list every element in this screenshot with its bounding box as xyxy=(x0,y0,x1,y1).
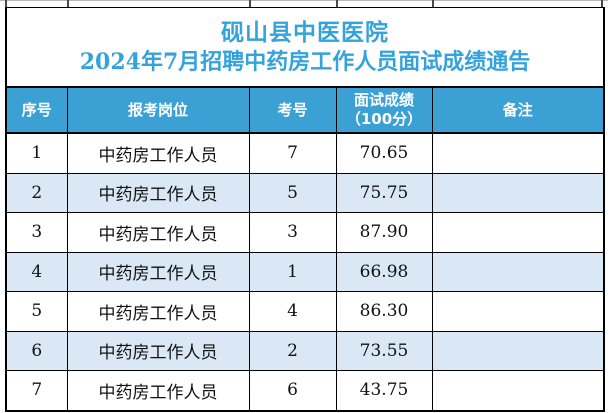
cell-position: 中药房工作人员 xyxy=(66,172,250,213)
top-grid-hairline xyxy=(0,0,608,1)
cell-score: 86.30 xyxy=(335,291,433,332)
cell-remark xyxy=(431,291,606,332)
table-row: 2 中药房工作人员 5 75.75 xyxy=(5,172,606,213)
cell-no: 3 xyxy=(5,212,68,253)
grid-tick xyxy=(249,0,251,7)
table-row: 7 中药房工作人员 6 43.75 xyxy=(5,370,606,412)
table-row: 6 中药房工作人员 2 73.55 xyxy=(5,330,606,371)
cell-position: 中药房工作人员 xyxy=(66,370,250,412)
page-title: 砚山县中医医院 2024年7月招聘中药房工作人员面试成绩通告 xyxy=(4,7,606,88)
table-header-row: 序号 报考岗位 考号 面试成绩 （100分） 备注 xyxy=(5,86,606,134)
cell-exam-no: 7 xyxy=(248,132,337,174)
col-header-remark: 备注 xyxy=(431,86,606,134)
cell-no: 4 xyxy=(5,251,68,292)
cell-no: 2 xyxy=(5,172,68,213)
table-row: 4 中药房工作人员 1 66.98 xyxy=(5,251,606,292)
cell-remark xyxy=(431,330,606,371)
cell-position: 中药房工作人员 xyxy=(66,330,250,371)
cell-remark xyxy=(431,212,606,253)
cell-remark xyxy=(431,172,606,213)
cell-no: 7 xyxy=(5,370,68,412)
cell-score: 43.75 xyxy=(335,370,433,412)
col-header-position: 报考岗位 xyxy=(66,86,250,134)
table-body: 1 中药房工作人员 7 70.65 2 中药房工作人员 5 75.75 3 中药房工作人员 3 87.… xyxy=(5,132,606,412)
table-row: 5 中药房工作人员 4 86.30 xyxy=(5,291,606,332)
table-row: 1 中药房工作人员 7 70.65 xyxy=(5,132,606,174)
page-title-line2: 2024年7月招聘中药房工作人员面试成绩通告 xyxy=(79,49,531,75)
table-row: 3 中药房工作人员 3 87.90 xyxy=(5,212,606,253)
cell-position: 中药房工作人员 xyxy=(66,212,250,253)
grid-tick xyxy=(67,0,69,7)
cell-no: 1 xyxy=(5,132,68,174)
cell-score: 66.98 xyxy=(335,251,433,292)
cell-exam-no: 2 xyxy=(248,330,337,371)
grid-tick xyxy=(336,0,338,7)
cell-position: 中药房工作人员 xyxy=(66,251,250,292)
col-header-exam-no: 考号 xyxy=(248,86,337,134)
cell-position: 中药房工作人员 xyxy=(66,132,250,174)
cell-exam-no: 5 xyxy=(248,172,337,213)
interview-score-table: 砚山县中医医院 2024年7月招聘中药房工作人员面试成绩通告 序号 报考岗位 考… xyxy=(4,7,606,412)
cell-score: 70.65 xyxy=(335,132,433,174)
title-row: 砚山县中医医院 2024年7月招聘中药房工作人员面试成绩通告 xyxy=(4,7,606,88)
grid-tick xyxy=(5,0,7,7)
cell-exam-no: 3 xyxy=(248,212,337,253)
cell-score: 73.55 xyxy=(335,330,433,371)
cell-remark xyxy=(431,370,606,412)
cell-remark xyxy=(431,251,606,292)
cell-no: 6 xyxy=(5,330,68,371)
col-header-score: 面试成绩 （100分） xyxy=(335,86,433,134)
cell-exam-no: 6 xyxy=(248,370,337,412)
cell-exam-no: 1 xyxy=(248,251,337,292)
cell-no: 5 xyxy=(5,291,68,332)
cell-position: 中药房工作人员 xyxy=(66,291,250,332)
cell-remark xyxy=(431,132,606,174)
grid-tick xyxy=(432,0,434,7)
grid-tick xyxy=(601,0,603,7)
col-header-no: 序号 xyxy=(5,86,68,134)
cell-score: 75.75 xyxy=(335,172,433,213)
page-title-line1: 砚山县中医医院 xyxy=(221,19,390,46)
cell-exam-no: 4 xyxy=(248,291,337,332)
cell-score: 87.90 xyxy=(335,212,433,253)
